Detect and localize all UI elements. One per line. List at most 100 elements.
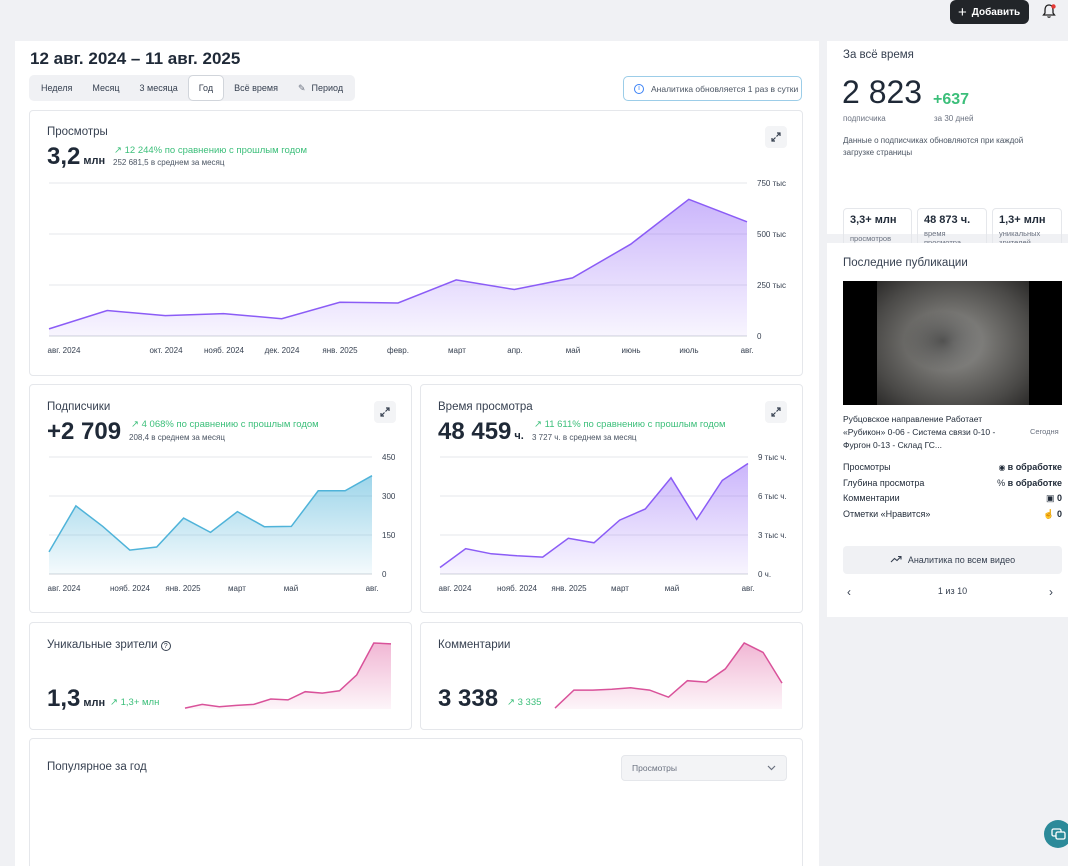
period-selector: Неделя Месяц 3 месяца Год Всё время ✎ Пе… xyxy=(29,75,356,101)
y-tick-label: 250 тыс xyxy=(757,281,786,290)
y-tick-label: 0 xyxy=(382,570,387,579)
subscribers-trend: ↗ 4 068% по сравнению с прошлым годом xyxy=(131,419,319,430)
expand-icon[interactable] xyxy=(765,126,787,148)
y-tick-label: 9 тыс ч. xyxy=(758,453,787,462)
expand-icon[interactable] xyxy=(374,401,396,423)
unique-viewers-card: Уникальные зрители ? 1,3 млн ↗ 1,3+ млн xyxy=(29,622,412,730)
x-tick-label: авг. xyxy=(741,346,754,355)
subscribers-note: Данные о подписчиках обновляются при каж… xyxy=(843,136,1024,157)
watch-time-number: 48 459 xyxy=(438,418,512,445)
watch-time-trend-text: 11 611% по сравнению с прошлым годом xyxy=(544,419,726,430)
chevron-right-icon[interactable]: › xyxy=(1049,585,1053,599)
x-tick-label: авг. 2024 xyxy=(48,346,81,355)
comments-value: 3 338 xyxy=(438,685,499,712)
stat-watch-time-value: 48 873 ч. xyxy=(924,214,971,226)
x-tick-label: март xyxy=(228,584,246,593)
unique-viewers-trend: ↗ 1,3+ млн xyxy=(110,697,159,708)
x-tick-label: май xyxy=(566,346,580,355)
y-tick-label: 450 xyxy=(382,453,396,462)
pub-row-comments: Комментарии ▣ 0 xyxy=(843,493,1062,504)
pub-row-value: ▣ 0 xyxy=(1046,493,1062,504)
all-videos-analytics-label: Аналитика по всем видео xyxy=(907,555,1016,565)
thumbs-up-icon: ☝ xyxy=(1043,509,1057,519)
chevron-left-icon[interactable]: ‹ xyxy=(847,585,851,599)
area-fill xyxy=(185,643,391,709)
pub-row-value: ☝ 0 xyxy=(1043,509,1062,520)
help-icon[interactable]: ? xyxy=(160,641,171,651)
period-all-time[interactable]: Всё время xyxy=(234,83,278,93)
video-title[interactable]: Рубцовское направление Работает «Рубикон… xyxy=(843,414,996,450)
views-card: Просмотры 3,2 млн ↗ 12 244% по сравнению … xyxy=(29,110,803,376)
y-tick-label: 750 тыс xyxy=(757,179,786,188)
pub-row-value: ◉ в обработке xyxy=(998,462,1062,472)
period-3-months[interactable]: 3 месяца xyxy=(139,83,178,93)
trend-up-icon: ↗ xyxy=(534,419,545,430)
stat-unique: 1,3+ млн уникальных зрителей xyxy=(992,208,1062,258)
pub-row-value-text: в обработке xyxy=(1007,462,1062,472)
info-notice-text: Аналитика обновляется 1 раз в сутки xyxy=(651,83,799,94)
subscribers-chart: 450 300 150 0 авг. 2024 нояб. 2024 янв. 2025 ма… xyxy=(48,453,396,593)
period-custom-label: Период xyxy=(311,83,344,93)
area-fill xyxy=(49,475,372,574)
subscribers-trend-text: 4 068% по сравнению с прошлым годом xyxy=(141,419,319,430)
period-month[interactable]: Месяц xyxy=(92,83,120,93)
pub-row-value-text: 0 xyxy=(1056,493,1062,503)
subscribers-value: +2 709 xyxy=(47,418,122,445)
watch-time-unit: ч. xyxy=(514,430,524,442)
popular-title: Популярное за год xyxy=(47,761,147,773)
eye-icon: ◉ xyxy=(998,463,1008,472)
plus-icon: + xyxy=(958,3,967,21)
y-tick-label: 500 тыс xyxy=(757,230,786,239)
series-line xyxy=(554,642,783,709)
views-value: 3,2 млн xyxy=(47,143,105,171)
notification-bell-icon[interactable] xyxy=(1041,3,1057,19)
comment-icon: ▣ xyxy=(1045,493,1057,503)
subscribers-card: Подписчики +2 709 ↗ 4 068% по сравнению … xyxy=(29,384,412,613)
stat-views-value: 3,3+ млн xyxy=(850,214,897,226)
trend-up-icon: ↗ xyxy=(114,145,125,156)
x-tick-label: янв. 2025 xyxy=(165,584,201,593)
period-custom[interactable]: ✎ Период xyxy=(288,75,353,101)
comments-title: Комментарии xyxy=(438,639,511,651)
watch-time-average: 3 727 ч. в среднем за месяц xyxy=(532,433,637,442)
add-button[interactable]: + Добавить xyxy=(950,0,1029,24)
unique-viewers-title: Уникальные зрители ? xyxy=(47,639,171,651)
watch-time-value: 48 459 ч. xyxy=(438,418,524,446)
all-videos-analytics-button[interactable]: Аналитика по всем видео xyxy=(843,546,1062,574)
period-week[interactable]: Неделя xyxy=(41,83,73,93)
unique-viewers-sparkline xyxy=(184,642,392,709)
support-chat-button[interactable] xyxy=(1044,820,1068,848)
period-year[interactable]: Год xyxy=(187,75,225,101)
comments-trend: ↗ 3 335 xyxy=(507,697,541,708)
pub-row-value-text: в обработке xyxy=(1007,478,1062,488)
expand-icon[interactable] xyxy=(765,401,787,423)
area-fill xyxy=(440,463,748,574)
y-tick-label: 300 xyxy=(382,492,396,501)
y-tick-label: 0 ч. xyxy=(758,570,771,579)
percent-icon: % xyxy=(997,478,1008,488)
stat-unique-label: уникальных зрителей xyxy=(999,229,1041,247)
trend-up-icon: ↗ xyxy=(507,697,518,708)
latest-publications-panel: Последние публикации Рубцовское направле… xyxy=(827,243,1068,617)
x-tick-label: окт. 2024 xyxy=(149,346,183,355)
pager: ‹ 1 из 10 › xyxy=(843,585,1062,600)
x-tick-label: нояб. 2024 xyxy=(204,346,245,355)
x-tick-label: июнь xyxy=(621,346,640,355)
x-tick-label: янв. 2025 xyxy=(551,584,587,593)
comments-card: Комментарии 3 338 ↗ 3 335 xyxy=(420,622,803,730)
popular-metric-select[interactable]: Просмотры xyxy=(621,755,787,781)
video-thumbnail[interactable] xyxy=(843,281,1062,405)
x-tick-label: апр. xyxy=(507,346,522,355)
comments-trend-text: 3 335 xyxy=(517,697,542,708)
pub-row-label: Просмотры xyxy=(843,462,891,472)
publications-title: Последние публикации xyxy=(843,257,968,269)
x-tick-label: дек. 2024 xyxy=(265,346,300,355)
pub-row-value-text: 0 xyxy=(1056,509,1062,519)
pub-row-label: Отметки «Нравится» xyxy=(843,509,931,519)
x-tick-label: март xyxy=(611,584,629,593)
views-number: 3,2 xyxy=(47,143,81,170)
watch-time-title: Время просмотра xyxy=(438,401,533,413)
series-line xyxy=(48,198,748,330)
add-button-label: Добавить xyxy=(971,6,1021,18)
series-line xyxy=(439,462,749,569)
